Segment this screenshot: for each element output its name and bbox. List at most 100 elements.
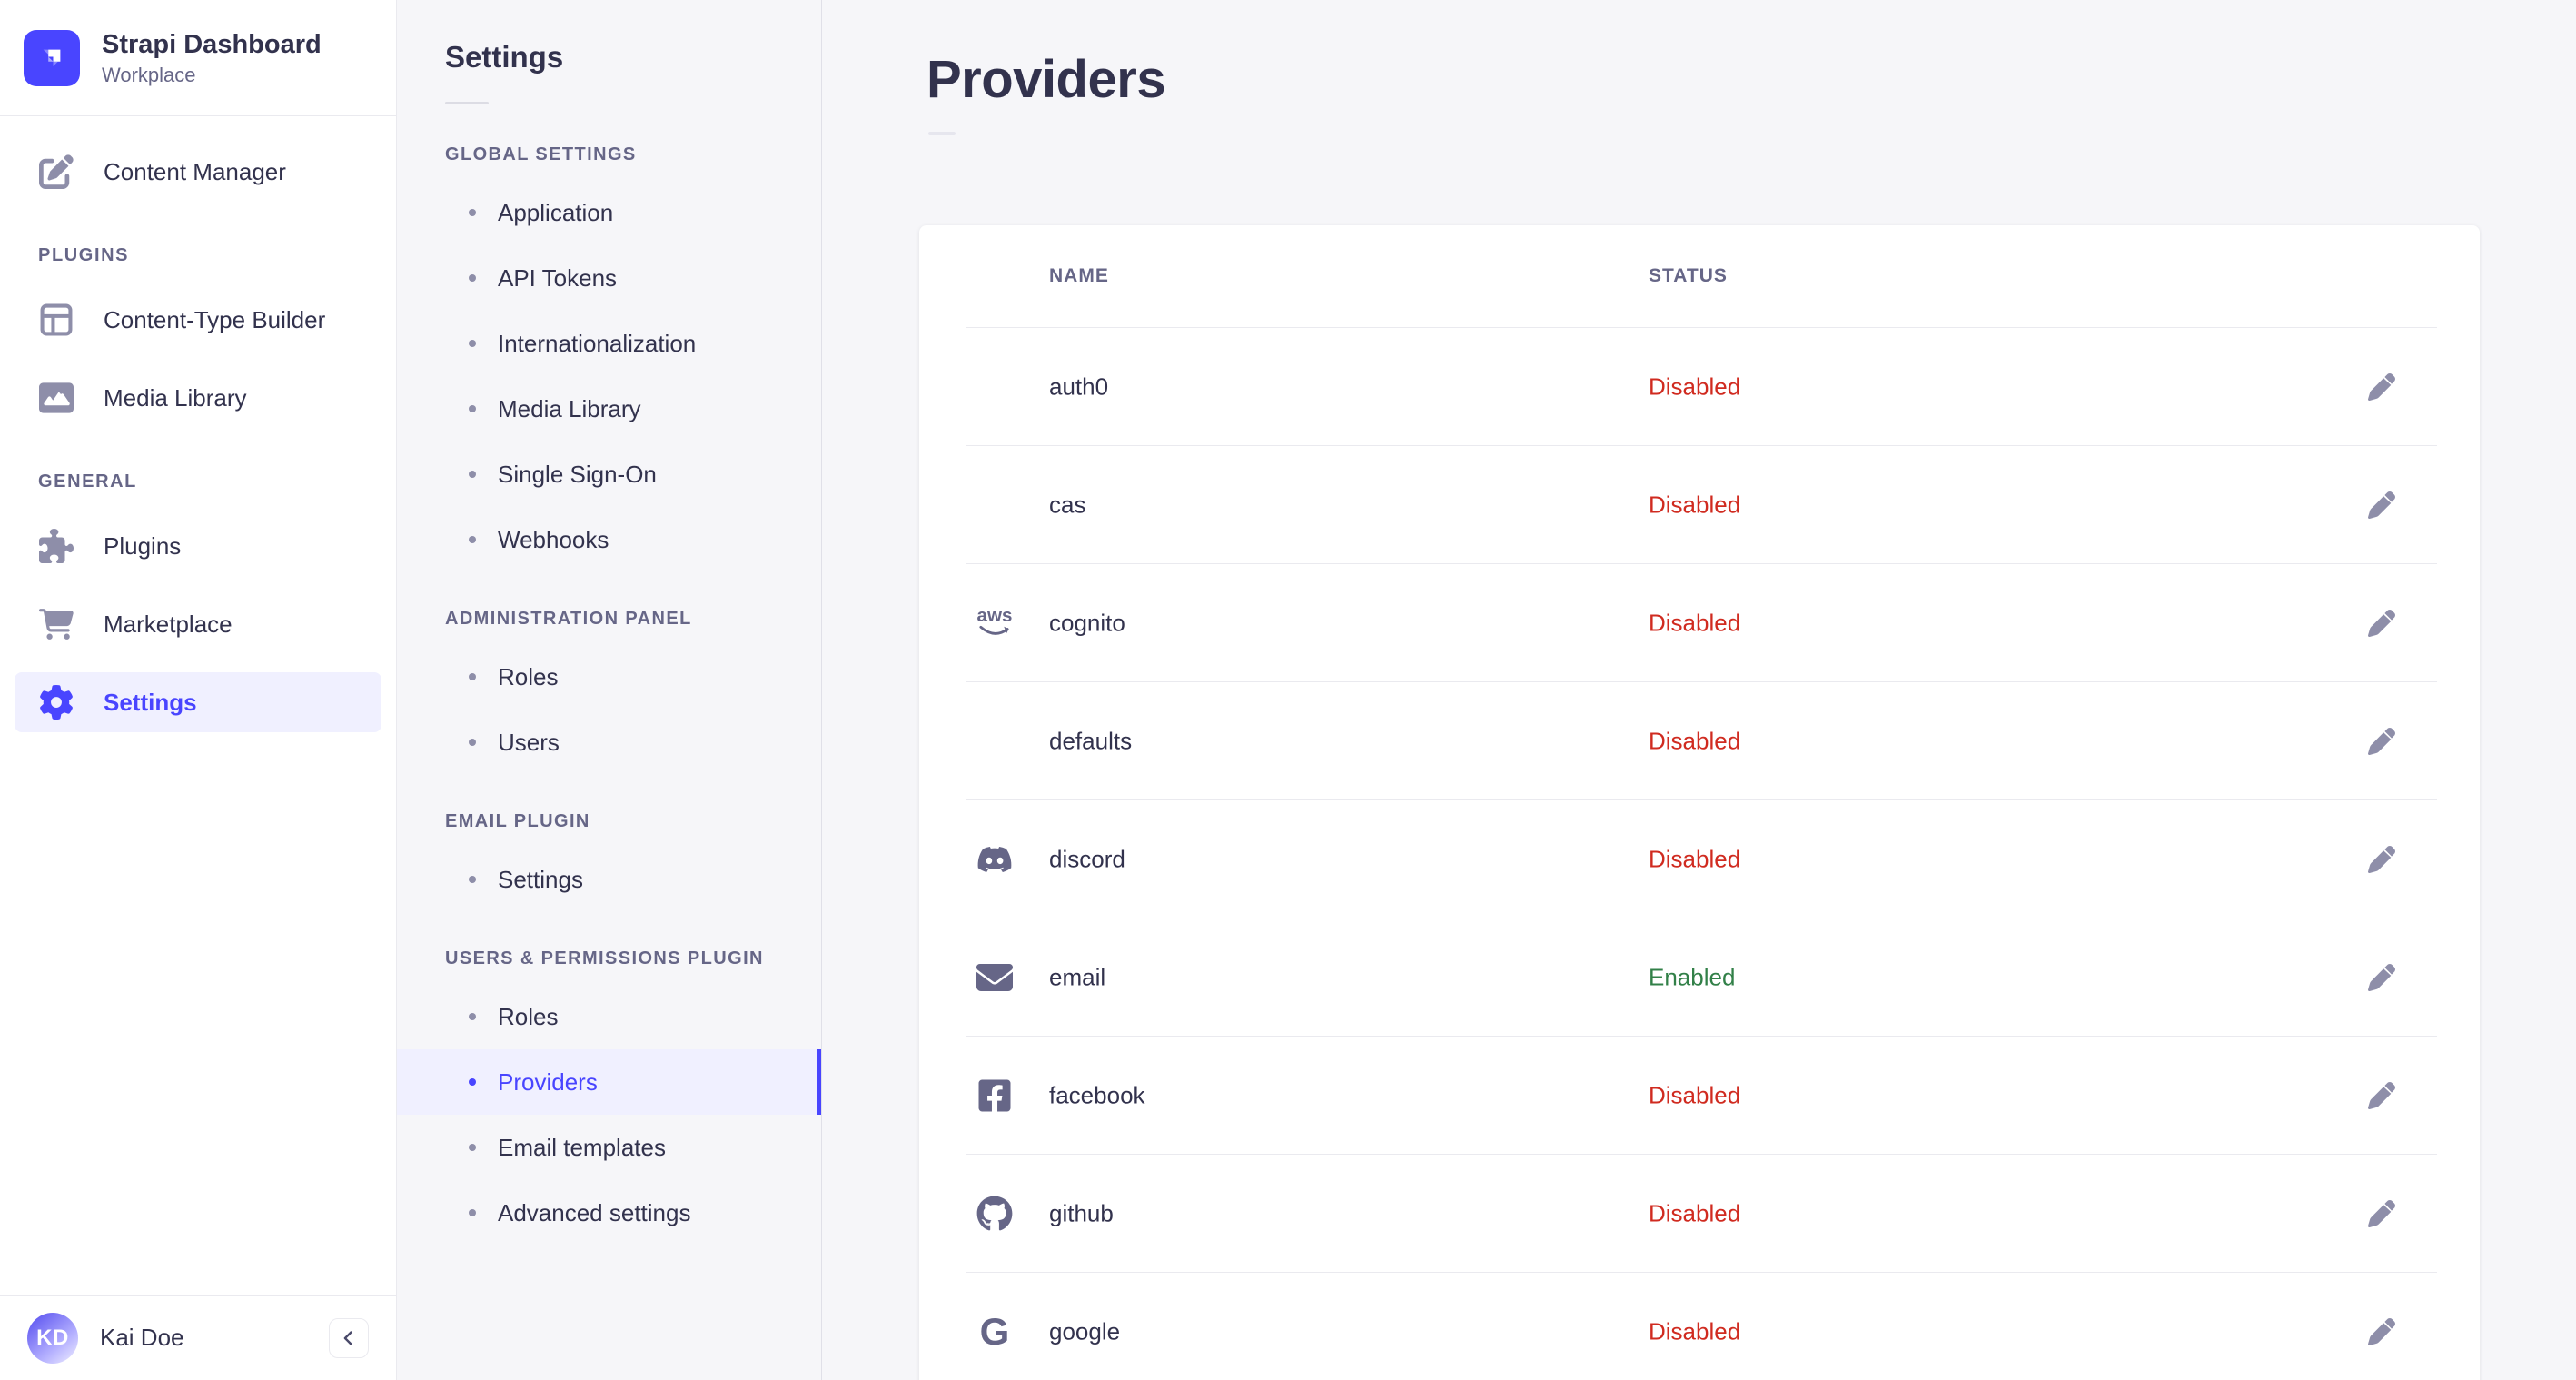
subnav-section-label: ADMINISTRATION PANEL	[445, 609, 692, 629]
subnav-item-api-tokens[interactable]: API Tokens	[397, 245, 821, 311]
pencil-icon	[2368, 609, 2395, 637]
workspace-name: Workplace	[102, 63, 196, 86]
status-badge: Disabled	[1649, 1317, 1741, 1345]
table-row-auth0: auth0 Disabled	[919, 328, 2480, 445]
subnav-item-advanced-settings[interactable]: Advanced settings	[397, 1180, 821, 1246]
subnav-item-label: Webhooks	[498, 525, 609, 553]
avatar[interactable]: KD	[27, 1312, 78, 1364]
bullet-icon	[469, 340, 476, 347]
pencil-icon	[2368, 491, 2395, 519]
bullet-icon	[469, 739, 476, 746]
subnav-item-internationalization[interactable]: Internationalization	[397, 311, 821, 376]
puzzle-icon	[39, 529, 74, 563]
edit-provider-button[interactable]	[2358, 836, 2405, 883]
subnav-item-label: Settings	[498, 865, 583, 893]
sidebar-item-settings[interactable]: Settings	[15, 672, 381, 732]
status-badge: Disabled	[1649, 1081, 1741, 1108]
subnav-item-label: Email templates	[498, 1133, 666, 1161]
provider-name: google	[1049, 1317, 1121, 1345]
svg-text:aws: aws	[977, 604, 1013, 625]
sidebar-item-plugins[interactable]: Plugins	[15, 516, 381, 576]
edit-provider-button[interactable]	[2358, 718, 2405, 765]
provider-name: email	[1049, 963, 1106, 990]
pencil-icon	[2368, 1081, 2395, 1109]
subnav-item-webhooks[interactable]: Webhooks	[397, 507, 821, 572]
subnav-section-label: USERS & PERMISSIONS PLUGIN	[445, 948, 764, 968]
column-header-status: STATUS	[1649, 265, 1728, 286]
chevron-left-icon	[337, 1326, 361, 1350]
provider-logo	[971, 363, 1018, 411]
subnav-item-label: Advanced settings	[498, 1198, 691, 1226]
bullet-icon	[469, 1013, 476, 1020]
user-name: Kai Doe	[100, 1324, 184, 1351]
bullet-icon	[469, 673, 476, 680]
edit-provider-button[interactable]	[2358, 1072, 2405, 1119]
sidebar-item-content-type-builder[interactable]: Content-Type Builder	[15, 290, 381, 350]
edit-provider-button[interactable]	[2358, 482, 2405, 529]
pen-square-icon	[39, 154, 74, 189]
edit-provider-button[interactable]	[2358, 1190, 2405, 1237]
brand-text: Strapi Dashboard Workplace	[102, 28, 322, 88]
sidebar-item-label: Content-Type Builder	[104, 305, 326, 333]
subnav-item-label: Users	[498, 728, 560, 756]
bullet-icon	[469, 405, 476, 412]
provider-name: facebook	[1049, 1081, 1145, 1108]
main-sidebar: Strapi Dashboard Workplace Content Manag…	[0, 0, 397, 1380]
row-divider	[966, 1272, 2437, 1273]
subnav-item-providers[interactable]: Providers	[397, 1049, 821, 1115]
subnav-item-media-library[interactable]: Media Library	[397, 376, 821, 442]
table-row-email: email Enabled	[919, 918, 2480, 1036]
sidebar-item-marketplace[interactable]: Marketplace	[15, 594, 381, 654]
subnav-sections: GLOBAL SETTINGS Application API Tokens Inte…	[397, 144, 821, 1246]
sidebar-item-label: Content Manager	[104, 157, 286, 185]
pencil-icon	[2368, 1199, 2395, 1227]
table-rows: auth0 Disabled cas Disabled aws cognito Disabl…	[919, 327, 2480, 1380]
github-icon	[976, 1196, 1013, 1230]
image-icon	[39, 382, 74, 413]
subnav-item-roles[interactable]: Roles	[397, 984, 821, 1049]
edit-provider-button[interactable]	[2358, 600, 2405, 647]
status-badge: Disabled	[1649, 372, 1741, 400]
edit-provider-button[interactable]	[2358, 363, 2405, 411]
status-badge: Disabled	[1649, 845, 1741, 872]
bullet-icon	[469, 1144, 476, 1151]
provider-name: github	[1049, 1199, 1114, 1226]
sidebar-item-label: Marketplace	[104, 610, 233, 638]
subnav-item-users[interactable]: Users	[397, 710, 821, 775]
cart-icon	[39, 609, 74, 640]
pencil-icon	[2368, 727, 2395, 755]
row-divider	[966, 681, 2437, 682]
row-divider	[966, 563, 2437, 564]
subnav-item-roles[interactable]: Roles	[397, 644, 821, 710]
subnav-section-label: GLOBAL SETTINGS	[445, 144, 637, 164]
bullet-icon	[469, 1209, 476, 1216]
sidebar-nav: Content Manager PLUGINS Content-Type Build…	[0, 116, 396, 732]
row-divider	[966, 327, 2437, 328]
main-content: Providers NAME STATUS auth0 Disabled cas Di…	[822, 0, 2576, 1380]
collapse-sidebar-button[interactable]	[329, 1317, 369, 1358]
pencil-icon	[2368, 845, 2395, 873]
subnav-section-label: EMAIL PLUGIN	[445, 811, 590, 831]
provider-logo	[971, 836, 1018, 883]
status-badge: Enabled	[1649, 963, 1736, 990]
page-title-divider	[928, 132, 956, 135]
sidebar-item-media-library[interactable]: Media Library	[15, 368, 381, 428]
subnav-section: GLOBAL SETTINGS Application API Tokens Inte…	[397, 144, 821, 572]
sidebar-item-label: Media Library	[104, 383, 247, 412]
sidebar-item-content-manager[interactable]: Content Manager	[15, 142, 381, 202]
provider-name: defaults	[1049, 727, 1133, 754]
subnav-item-single-sign-on[interactable]: Single Sign-On	[397, 442, 821, 507]
subnav-item-email-templates[interactable]: Email templates	[397, 1115, 821, 1180]
edit-provider-button[interactable]	[2358, 1308, 2405, 1355]
subnav-item-settings[interactable]: Settings	[397, 847, 821, 912]
provider-name: cognito	[1049, 609, 1125, 636]
pencil-icon	[2368, 963, 2395, 991]
table-header: NAME STATUS	[919, 225, 2480, 327]
subnav-item-label: Single Sign-On	[498, 460, 657, 488]
aws-icon: aws	[977, 604, 1013, 635]
pencil-icon	[2368, 372, 2395, 401]
table-row-cas: cas Disabled	[919, 446, 2480, 563]
edit-provider-button[interactable]	[2358, 954, 2405, 1001]
providers-table: NAME STATUS auth0 Disabled cas Disabled aws c…	[919, 225, 2480, 1380]
subnav-item-application[interactable]: Application	[397, 180, 821, 245]
